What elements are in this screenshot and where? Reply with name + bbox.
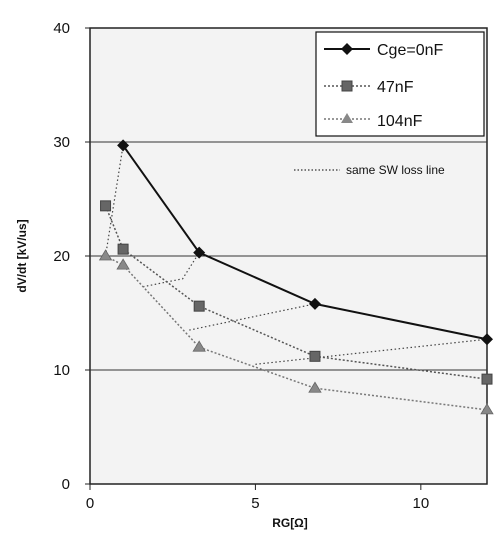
data-series xyxy=(98,139,494,415)
y-axis-label: dV/dt [kV/us] xyxy=(15,219,29,292)
sw-loss-line-1 xyxy=(142,252,200,288)
legend-label-104nf: 104nF xyxy=(377,113,423,130)
y-tick-label-0: 0 xyxy=(62,476,70,493)
legend-label-cge0: Cge=0nF xyxy=(377,42,443,59)
y-axis-ticks: 0 10 20 30 40 xyxy=(53,20,90,493)
gridlines xyxy=(90,141,487,371)
series-2 xyxy=(98,249,494,415)
data-point xyxy=(98,249,113,261)
sw-loss-note-label: same SW loss line xyxy=(346,163,445,177)
legend-square-marker xyxy=(341,80,353,92)
legend: Cge=0nF 47nF 104nF xyxy=(315,31,485,137)
x-tick-label-0: 0 xyxy=(86,495,94,512)
data-point xyxy=(100,200,112,212)
data-point xyxy=(116,258,130,270)
legend-label-47nf: 47nF xyxy=(377,79,414,96)
data-point xyxy=(192,340,206,352)
data-point xyxy=(309,350,321,362)
data-point xyxy=(308,381,322,393)
sw-loss-line-0 xyxy=(104,145,124,257)
x-tick-label-10: 10 xyxy=(412,495,429,512)
data-point xyxy=(117,243,129,255)
data-point xyxy=(480,403,494,415)
y-tick-label-20: 20 xyxy=(53,248,70,265)
series-1 xyxy=(100,200,493,385)
data-point xyxy=(117,139,130,152)
series-line-0 xyxy=(122,144,488,341)
data-point xyxy=(481,333,493,346)
data-point xyxy=(308,297,321,310)
y-tick-label-40: 40 xyxy=(53,20,70,37)
series-0 xyxy=(117,139,493,346)
legend-diamond-marker xyxy=(341,43,353,55)
x-axis-ticks: 0 5 10 xyxy=(86,484,429,512)
data-point xyxy=(193,300,205,312)
x-axis-label: RG[Ω] xyxy=(272,516,308,530)
data-point xyxy=(481,373,493,385)
legend-triangle-marker xyxy=(341,113,353,123)
x-tick-label-5: 5 xyxy=(251,495,259,512)
data-point xyxy=(193,246,206,259)
y-tick-label-10: 10 xyxy=(53,362,70,379)
sw-loss-note: same SW loss line xyxy=(294,163,445,177)
y-tick-label-30: 30 xyxy=(53,134,70,151)
same-sw-loss-lines xyxy=(104,145,488,365)
sw-loss-line-3 xyxy=(255,338,488,365)
series-line-2 xyxy=(105,255,488,411)
sw-loss-line-2 xyxy=(189,303,316,331)
